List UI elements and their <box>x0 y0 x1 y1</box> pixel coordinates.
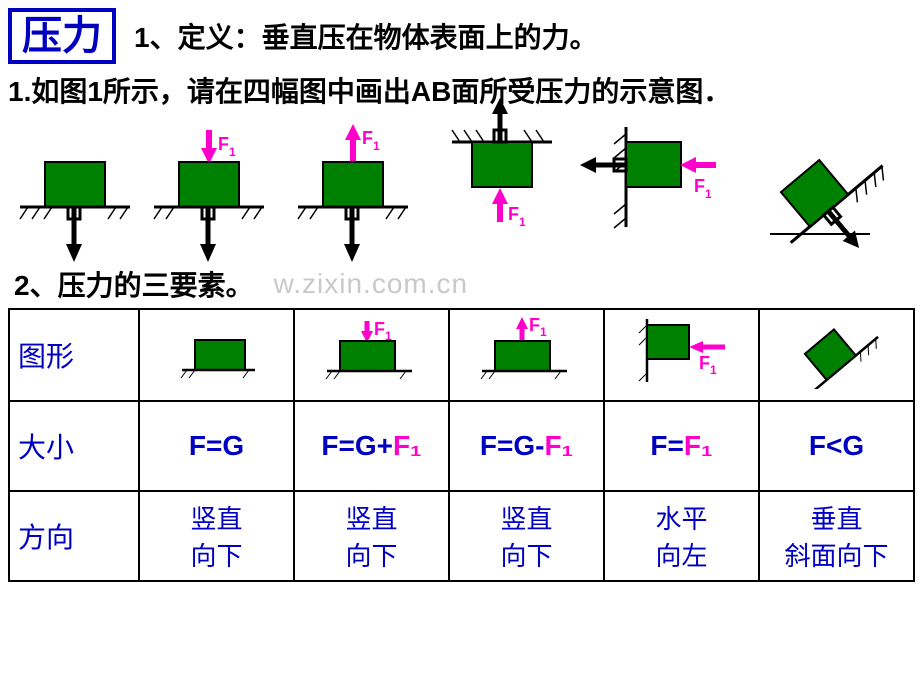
diagram-6 <box>750 122 900 262</box>
cell-shape-4: F1 <box>604 309 759 401</box>
cell-size-2: F=G+F₁ <box>294 401 449 491</box>
cell-shape-2: F1 <box>294 309 449 401</box>
svg-text:F1: F1 <box>694 176 712 201</box>
diagram-3: F1 <box>298 122 418 262</box>
row-header-size: 大小 <box>9 401 139 491</box>
cell-shape-3: F1 <box>449 309 604 401</box>
cell-dir-4: 水平向左 <box>604 491 759 581</box>
cell-size-3: F=G-F₁ <box>449 401 604 491</box>
cell-dir-2: 竖直向下 <box>294 491 449 581</box>
cell-dir-3: 竖直向下 <box>449 491 604 581</box>
diagram-1 <box>20 122 130 262</box>
subhead-text: 2、压力的三要素。 <box>14 264 254 304</box>
svg-text:F1: F1 <box>374 319 392 343</box>
row-header-shape: 图形 <box>9 309 139 401</box>
cell-dir-5: 垂直斜面向下 <box>759 491 914 581</box>
properties-table: 图形 F1 F1 <box>8 308 915 582</box>
cell-size-4: F=F₁ <box>604 401 759 491</box>
definition-text: 1、定义：垂直压在物体表面上的力。 <box>134 16 598 56</box>
diagram-2: F1 <box>154 122 274 262</box>
svg-text:F1: F1 <box>529 317 547 339</box>
diagram-5: F1 <box>586 122 726 262</box>
diagram-4: F1 <box>442 122 562 262</box>
svg-text:F1: F1 <box>218 134 236 159</box>
top-diagram-row: F1 F1 <box>8 112 912 262</box>
cell-size-5: F<G <box>759 401 914 491</box>
svg-text:F1: F1 <box>508 204 526 229</box>
cell-dir-1: 竖直向下 <box>139 491 294 581</box>
prompt-text: 1.如图1所示，请在四幅图中画出AB面所受压力的示意图． <box>8 70 912 110</box>
svg-text:F1: F1 <box>699 353 717 377</box>
title-box: 压力 <box>8 8 116 64</box>
svg-text:F1: F1 <box>362 128 380 153</box>
cell-size-1: F=G <box>139 401 294 491</box>
row-header-dir: 方向 <box>9 491 139 581</box>
cell-shape-5 <box>759 309 914 401</box>
watermark: w.zixin.com.cn <box>274 268 469 300</box>
cell-shape-1 <box>139 309 294 401</box>
